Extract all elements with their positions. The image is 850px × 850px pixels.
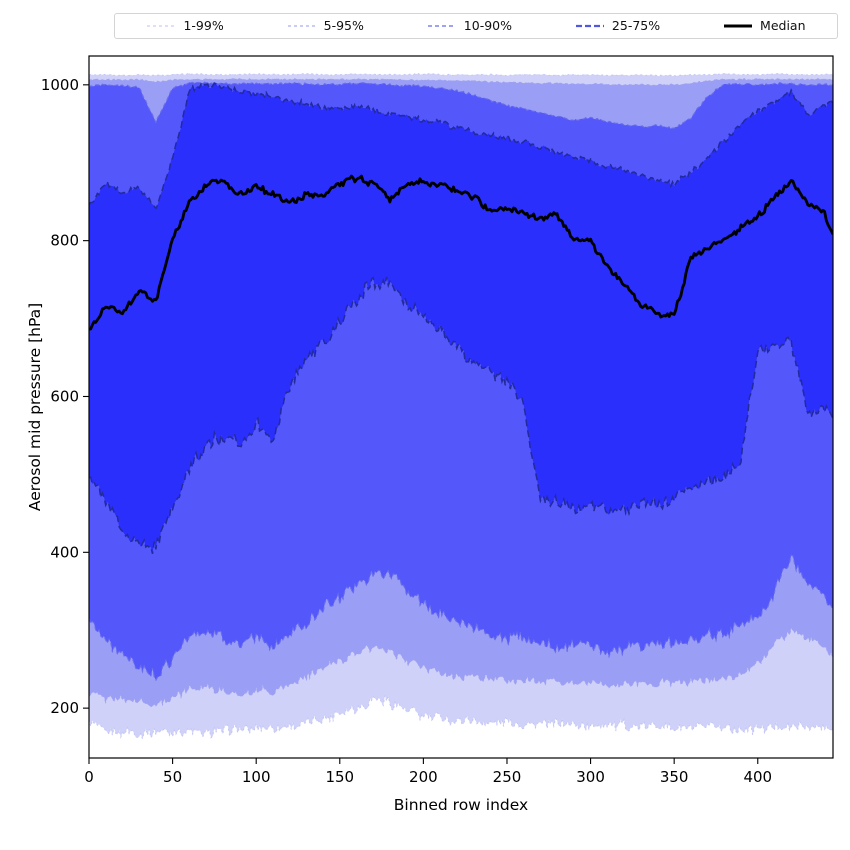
legend-entry-5-95: 5-95%: [287, 17, 364, 33]
percentile-line-p75: [89, 82, 833, 210]
percentile-line-icon: [146, 21, 176, 31]
legend-label: 25-75%: [611, 17, 661, 33]
percentile-line-p1: [89, 694, 833, 741]
y-tick-label: 200: [50, 699, 79, 717]
median-line-icon: [723, 21, 753, 31]
x-tick-label: 50: [163, 768, 182, 786]
percentile-line-p5: [89, 626, 833, 708]
y-axis-label: Aerosol mid pressure [hPa]: [26, 303, 44, 511]
x-tick-label: 250: [493, 768, 522, 786]
plot-frame: [88, 55, 834, 759]
x-tick-label: 0: [84, 768, 94, 786]
legend-label: Median: [760, 17, 806, 33]
legend-label: 10-90%: [463, 17, 512, 33]
y-tick-label: 400: [50, 543, 79, 561]
legend-entry-1-99: 1-99%: [146, 17, 224, 33]
percentile-line-p90: [89, 81, 833, 130]
x-tick-label: 200: [409, 768, 438, 786]
percentile-line-icon: [575, 21, 605, 31]
legend-entry-median: Median: [723, 17, 806, 33]
x-tick-label: 400: [743, 768, 772, 786]
percentile-line-p99: [89, 72, 833, 77]
percentile-line-p95: [89, 78, 833, 87]
legend-label: 5-95%: [323, 17, 364, 33]
y-tick-label: 600: [50, 387, 79, 405]
x-tick-label: 300: [576, 768, 605, 786]
y-tick-label: 1000: [41, 76, 79, 94]
x-tick-label: 350: [660, 768, 689, 786]
percentile-line-p25: [89, 276, 833, 554]
x-axis-label: Binned row index: [394, 796, 528, 814]
legend-entry-10-90: 10-90%: [427, 17, 512, 33]
legend-entry-25-75: 25-75%: [575, 17, 661, 33]
median-line: [89, 174, 833, 331]
x-tick-label: 100: [242, 768, 271, 786]
legend-label: 1-99%: [183, 17, 224, 33]
x-tick-label: 150: [325, 768, 354, 786]
legend: 1-99% 5-95% 10-90% 25-75% Median: [114, 13, 838, 39]
percentile-line-p10: [89, 554, 833, 682]
percentile-line-icon: [287, 21, 317, 31]
percentile-line-icon: [427, 21, 457, 31]
y-tick-label: 800: [50, 232, 79, 250]
band-25-75%: [89, 83, 833, 554]
